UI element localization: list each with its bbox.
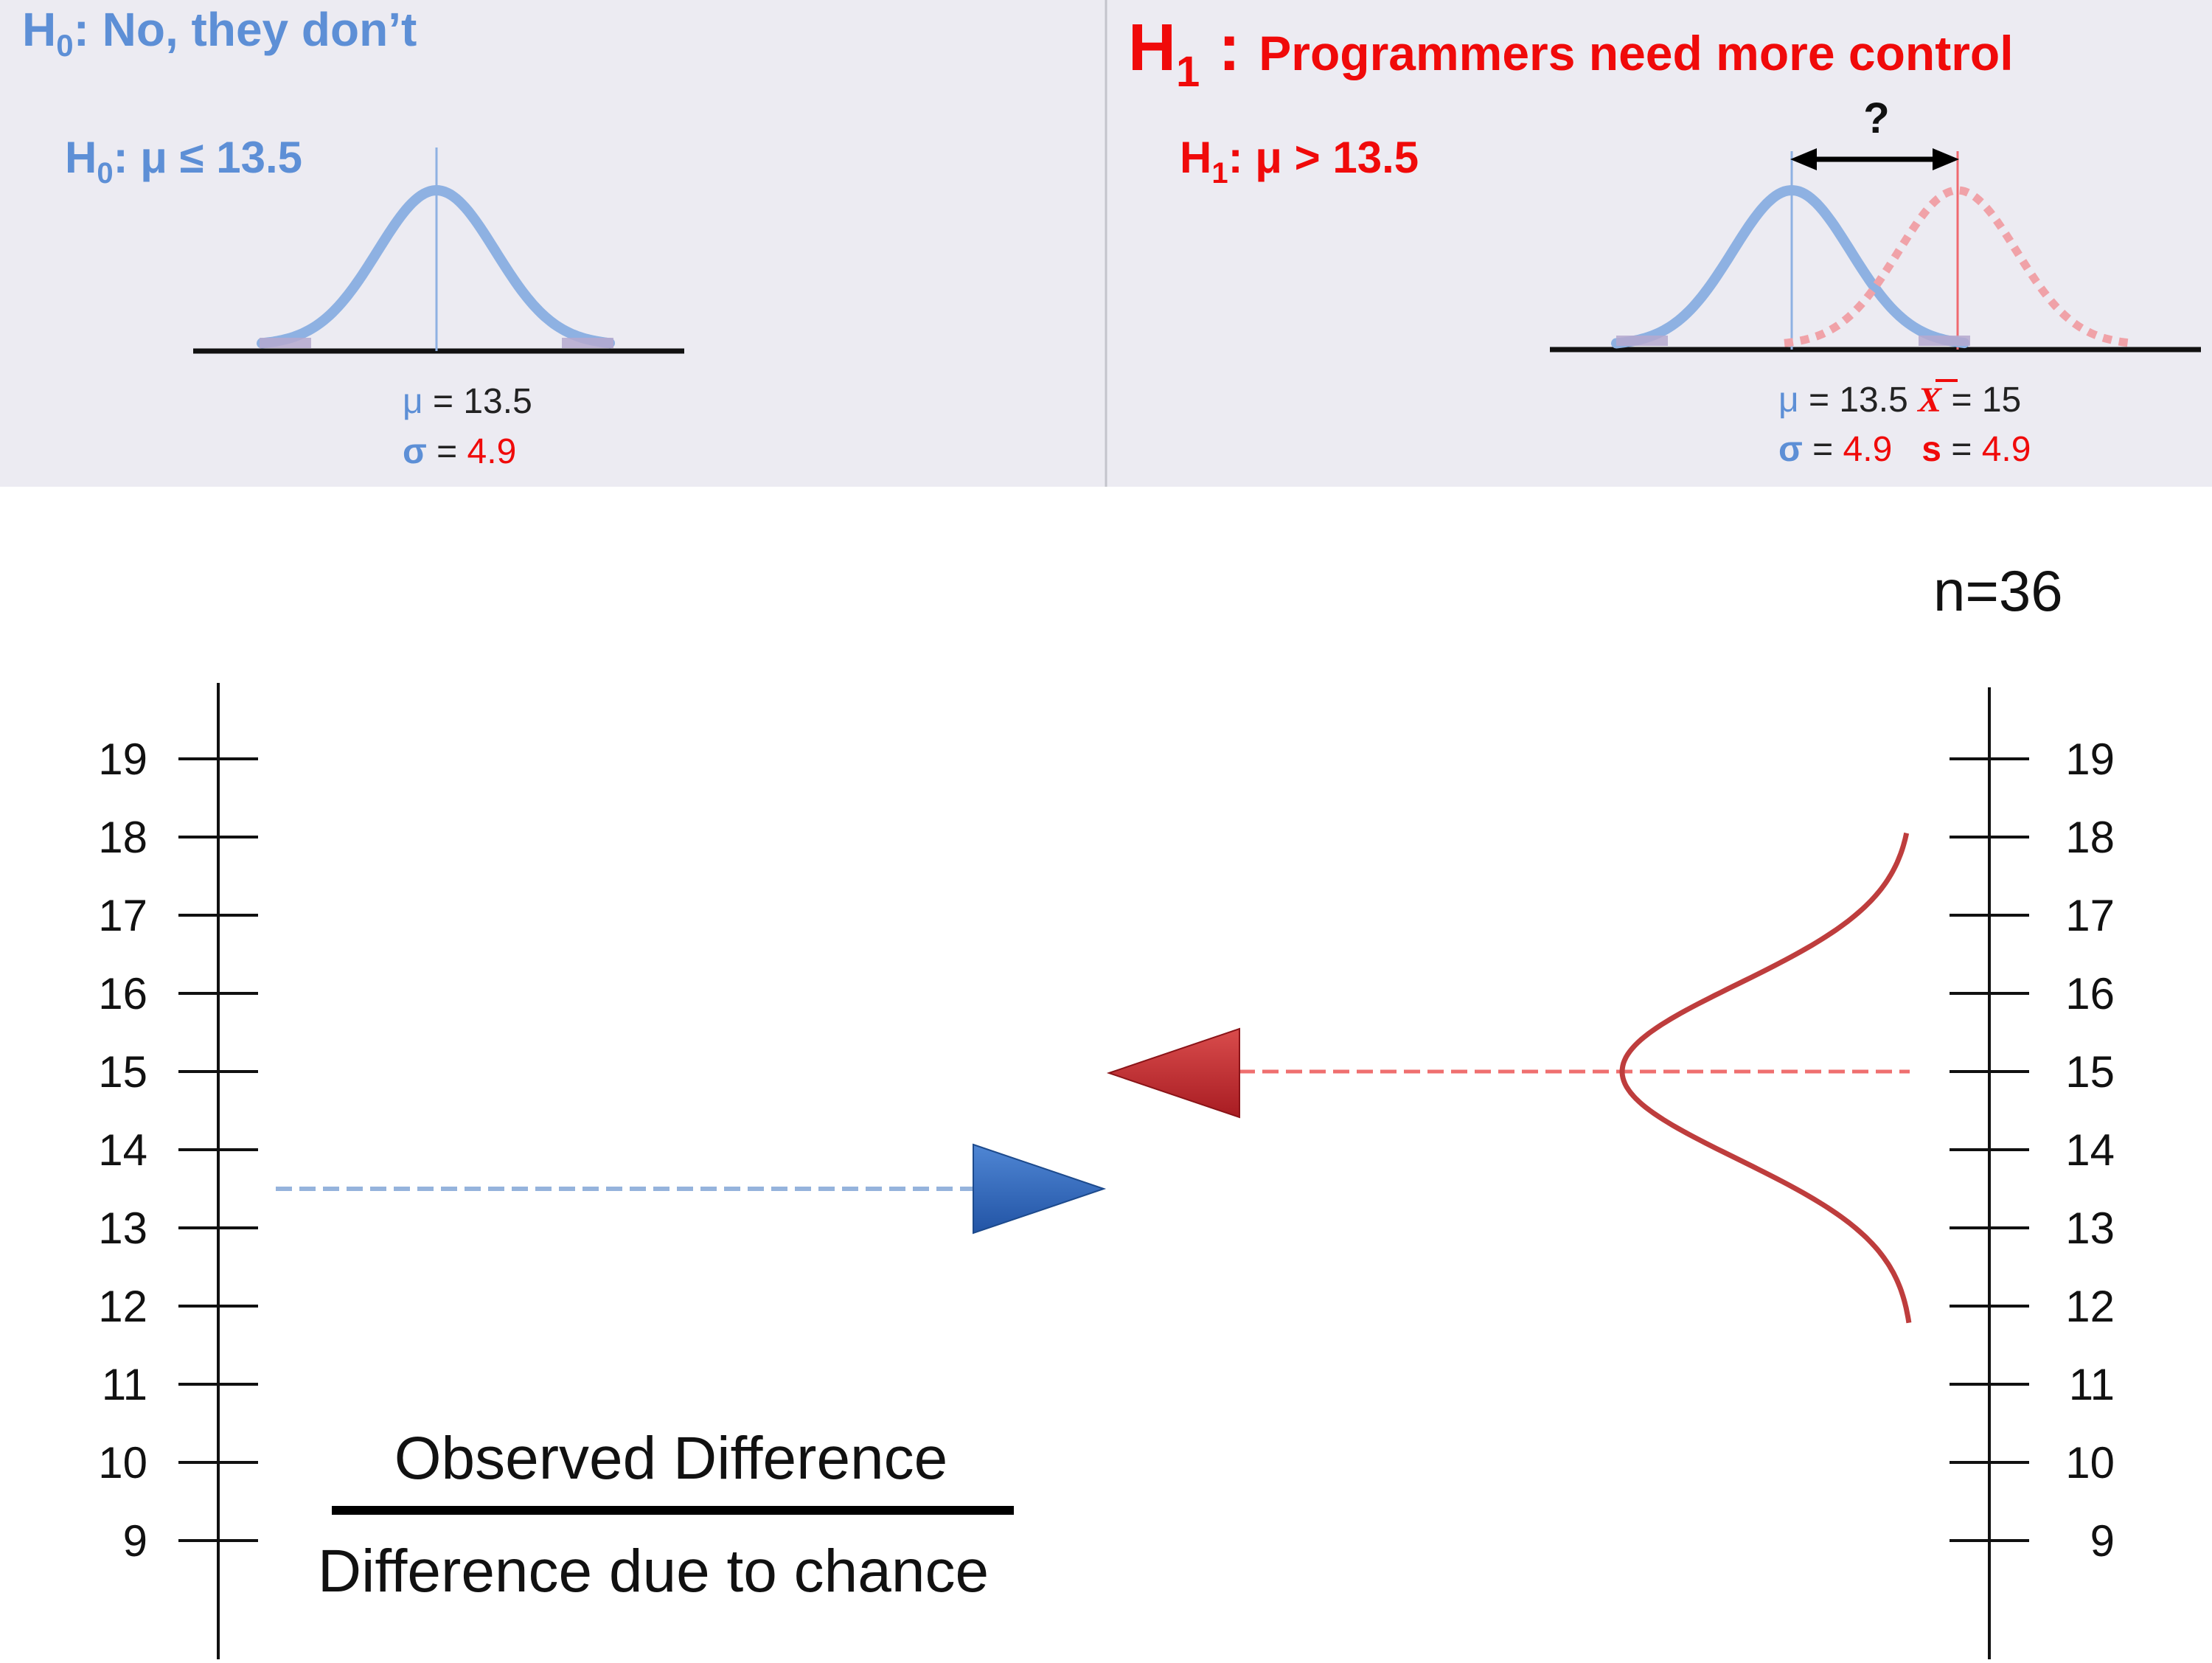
fraction-denominator: Difference due to chance bbox=[318, 1538, 989, 1605]
axis-tick-label: 17 bbox=[2065, 891, 2115, 940]
axis-tick-label: 18 bbox=[98, 813, 147, 862]
axis-tick-label: 16 bbox=[2065, 969, 2115, 1018]
axis-tick-label: 10 bbox=[98, 1438, 147, 1487]
axis-tick-label: 15 bbox=[98, 1047, 147, 1097]
axis-tick-label: 17 bbox=[98, 891, 147, 940]
difference-arrow-right-head bbox=[1933, 148, 1959, 170]
axis-tick-label: 14 bbox=[98, 1125, 147, 1175]
null-hypothesis: H0: μ ≤ 13.5 bbox=[65, 133, 302, 190]
null-panel bbox=[0, 0, 1106, 487]
null-sigma-label: σ = 4.9 bbox=[403, 432, 516, 471]
axis-tick-label: 12 bbox=[98, 1282, 147, 1331]
axis-tick-label: 18 bbox=[2065, 813, 2115, 862]
alt-hypothesis: H1: μ > 13.5 bbox=[1180, 133, 1419, 190]
axis-tick-label: 10 bbox=[2065, 1438, 2115, 1487]
axis-tick-label: 9 bbox=[2090, 1516, 2115, 1566]
axis-tick-label: 11 bbox=[102, 1360, 147, 1409]
axis-tick-label: 9 bbox=[123, 1516, 147, 1566]
alt-panel bbox=[1106, 0, 2212, 487]
alt-left-tail bbox=[1616, 336, 1668, 346]
fraction-numerator: Observed Difference bbox=[394, 1425, 948, 1492]
axis-tick-label: 13 bbox=[98, 1204, 147, 1253]
null-mean-pointer-triangle bbox=[973, 1143, 1107, 1235]
right-axis-ticks: 19 18 17 16 15 14 13 12 11 10 9 bbox=[1950, 735, 2115, 1566]
axis-tick-label: 19 bbox=[2065, 735, 2115, 784]
alt-mu-xbar-label: μ = 13.5 X = 15 bbox=[1778, 381, 2021, 420]
axis-tick-label: 15 bbox=[2065, 1047, 2115, 1097]
null-mu-label: μ = 13.5 bbox=[403, 382, 532, 421]
axis-tick-label: 12 bbox=[2065, 1282, 2115, 1331]
difference-question-mark: ? bbox=[1863, 94, 1889, 142]
axis-tick-label: 14 bbox=[2065, 1125, 2115, 1175]
axis-tick-label: 16 bbox=[98, 969, 147, 1018]
null-distribution-curve bbox=[257, 184, 615, 349]
axis-tick-label: 11 bbox=[2069, 1360, 2115, 1409]
sample-size-label: n=36 bbox=[1933, 558, 2063, 623]
sampling-distribution-curve bbox=[1619, 832, 1912, 1324]
axis-tick-label: 13 bbox=[2065, 1204, 2115, 1253]
axis-tick-label: 19 bbox=[98, 735, 147, 784]
alt-sigma-s-label: σ = 4.9 s = 4.9 bbox=[1778, 430, 2031, 469]
null-left-tail bbox=[260, 338, 311, 348]
difference-arrow-left-head bbox=[1790, 148, 1817, 170]
alt-sample-distribution-curve bbox=[1784, 186, 2133, 347]
left-axis-ticks: 19 18 17 16 15 14 13 12 11 10 9 bbox=[98, 735, 258, 1566]
null-right-tail bbox=[562, 338, 613, 348]
null-title: H0: No, they don’t bbox=[22, 3, 417, 63]
sample-mean-pointer-triangle bbox=[1106, 1027, 1240, 1119]
alt-null-distribution-curve bbox=[1611, 185, 1969, 349]
alt-title: H1 : Programmers need more control bbox=[1128, 11, 2014, 96]
alt-right-tail bbox=[1919, 336, 1970, 346]
